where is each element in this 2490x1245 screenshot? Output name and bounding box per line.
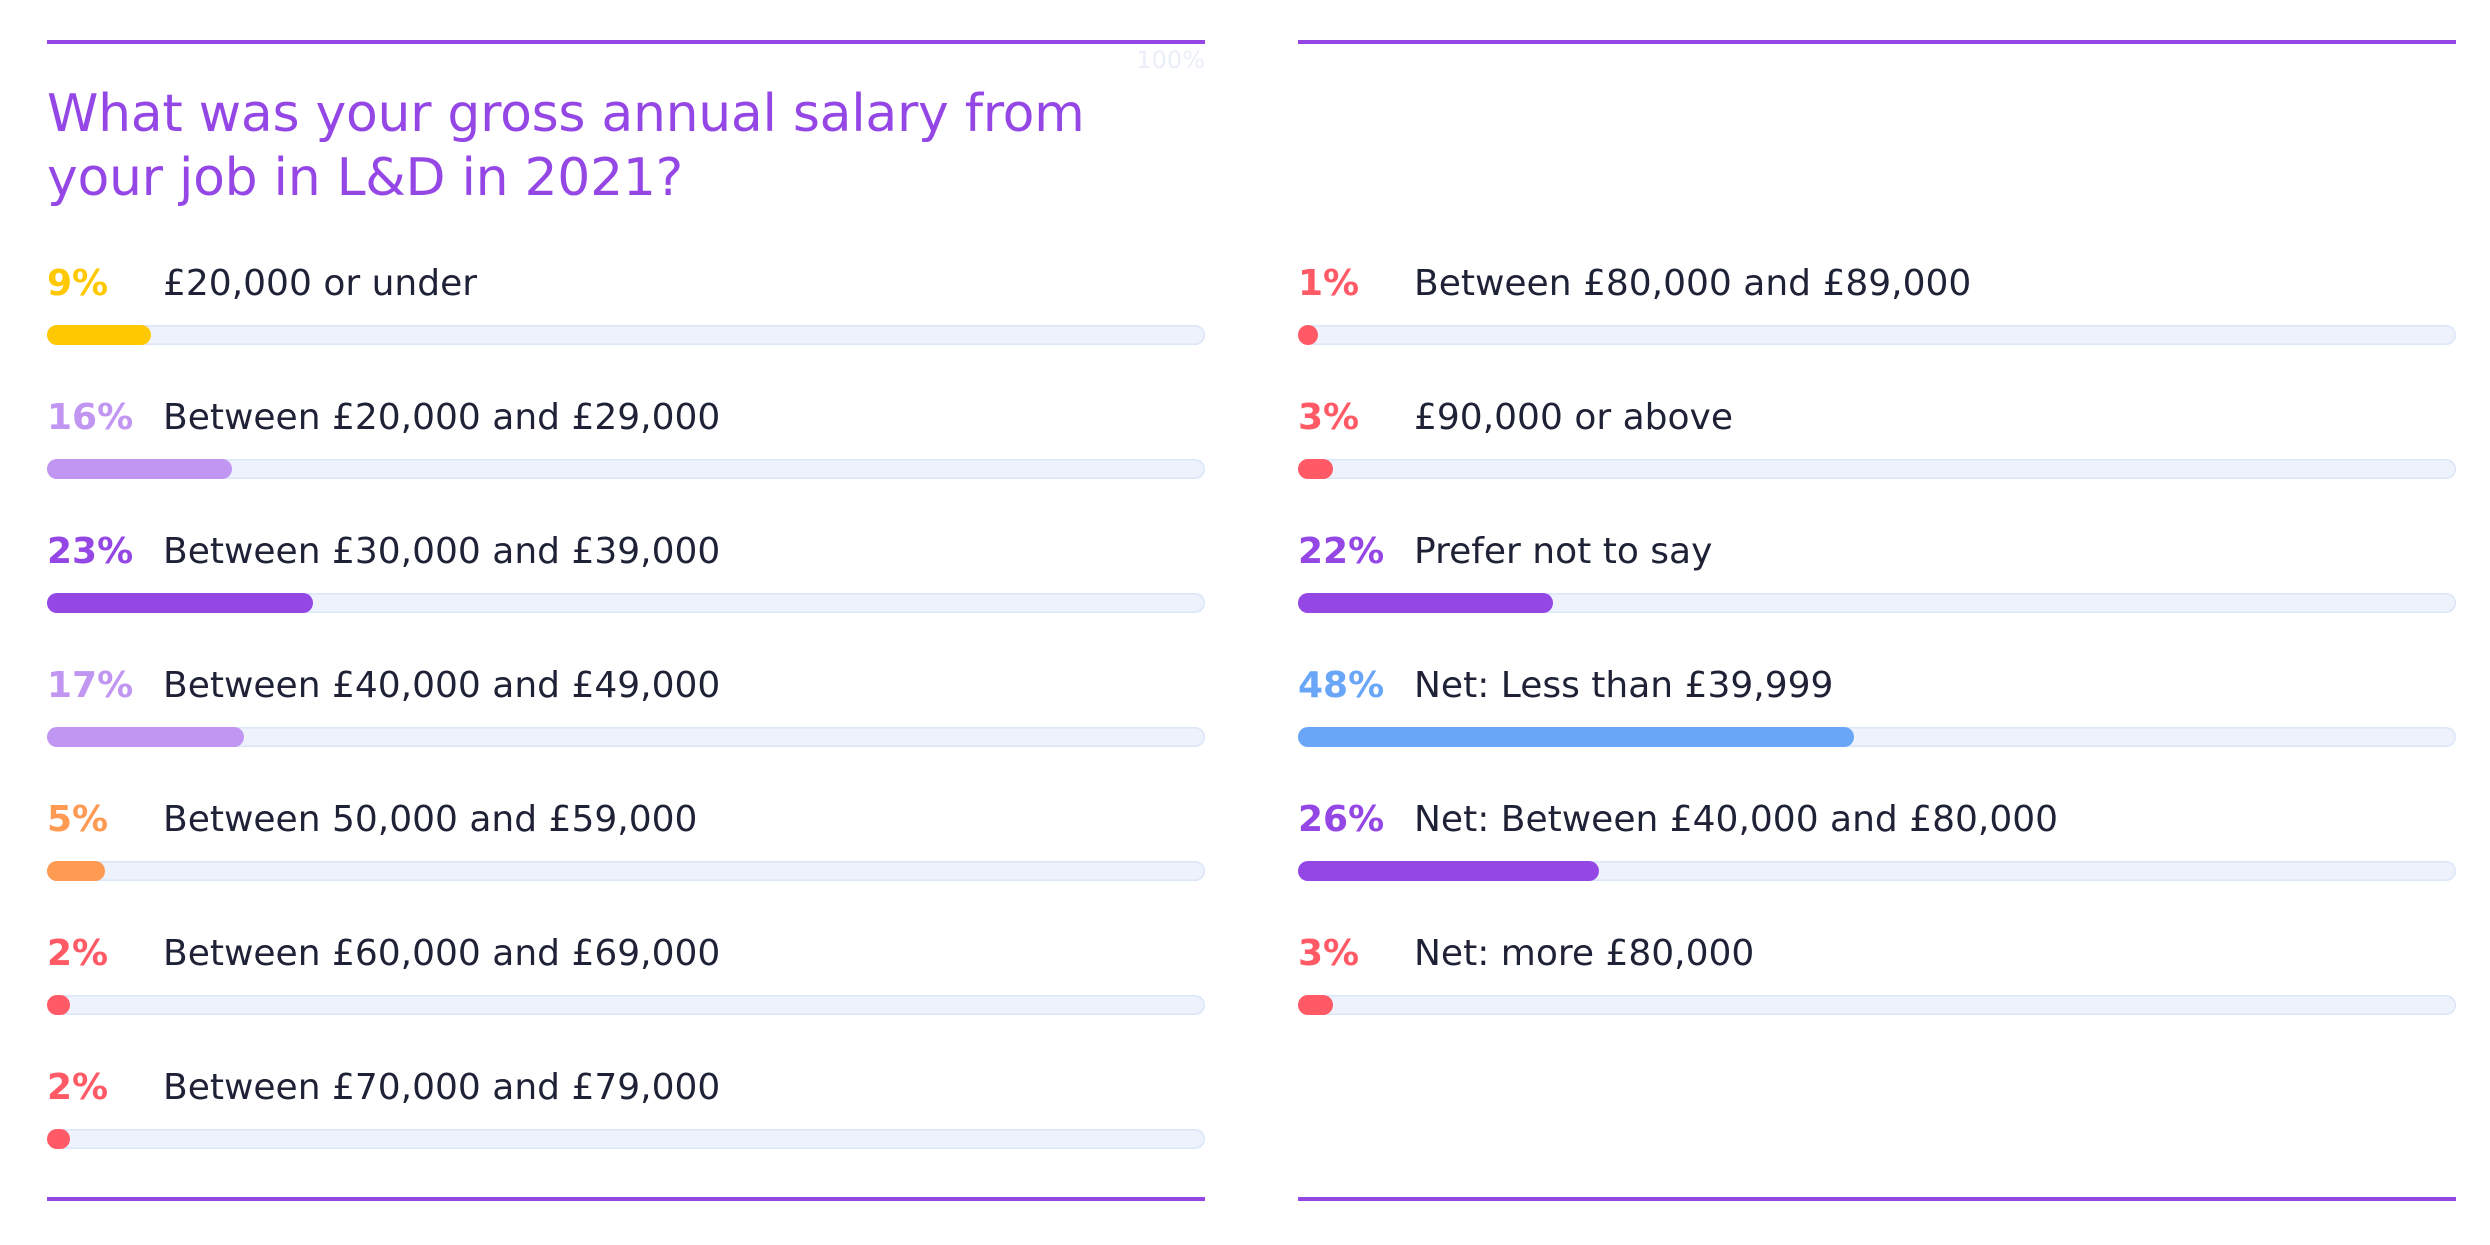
bar-value-label: 23% bbox=[47, 531, 134, 572]
bar-category-label: Between £60,000 and £69,000 bbox=[163, 933, 721, 974]
bar-category-label: £20,000 or under bbox=[163, 263, 478, 304]
chart-title: What was your gross annual salary from y… bbox=[47, 84, 1085, 208]
bar-fill bbox=[1298, 325, 1318, 345]
bar-row: 5% Between 50,000 and £59,000 bbox=[47, 793, 1205, 893]
bar-category-label: Net: Between £40,000 and £80,000 bbox=[1414, 799, 2059, 840]
bar-row: 9% £20,000 or under bbox=[47, 257, 1205, 357]
bar-fill bbox=[1298, 593, 1553, 613]
bar-track bbox=[47, 995, 1205, 1015]
bar-value-label: 2% bbox=[47, 933, 109, 974]
bar-row: 16% Between £20,000 and £29,000 bbox=[47, 391, 1205, 491]
bar-category-label: Net: more £80,000 bbox=[1414, 933, 1755, 974]
top-divider-left bbox=[47, 40, 1205, 44]
bar-category-label: Between £70,000 and £79,000 bbox=[163, 1067, 721, 1108]
top-divider-right bbox=[1298, 40, 2456, 44]
bar-value-label: 9% bbox=[47, 263, 109, 304]
bar-category-label: Between £30,000 and £39,000 bbox=[163, 531, 721, 572]
bar-fill bbox=[47, 861, 105, 881]
bar-value-label: 22% bbox=[1298, 531, 1385, 572]
bar-category-label: Between £40,000 and £49,000 bbox=[163, 665, 721, 706]
chart-column-left: What was your gross annual salary from y… bbox=[47, 0, 1205, 1245]
bar-row: 23% Between £30,000 and £39,000 bbox=[47, 525, 1205, 625]
bar-value-label: 26% bbox=[1298, 799, 1385, 840]
bar-track bbox=[1298, 727, 2456, 747]
bar-track bbox=[47, 325, 1205, 345]
bar-row: 26% Net: Between £40,000 and £80,000 bbox=[1298, 793, 2456, 893]
bar-row: 3% £90,000 or above bbox=[1298, 391, 2456, 491]
bar-value-label: 17% bbox=[47, 665, 134, 706]
bar-row: 3% Net: more £80,000 bbox=[1298, 927, 2456, 1027]
bar-track bbox=[47, 459, 1205, 479]
bar-track bbox=[47, 593, 1205, 613]
bar-fill bbox=[47, 727, 244, 747]
bar-row: 2% Between £70,000 and £79,000 bbox=[47, 1061, 1205, 1161]
bar-category-label: Net: Less than £39,999 bbox=[1414, 665, 1834, 706]
bar-track bbox=[1298, 995, 2456, 1015]
bar-fill bbox=[1298, 995, 1333, 1015]
bar-fill bbox=[47, 1129, 71, 1149]
bar-value-label: 48% bbox=[1298, 665, 1385, 706]
bar-value-label: 3% bbox=[1298, 933, 1360, 974]
bar-row: 22% Prefer not to say bbox=[1298, 525, 2456, 625]
bar-value-label: 1% bbox=[1298, 263, 1360, 304]
bar-value-label: 2% bbox=[47, 1067, 109, 1108]
bar-track bbox=[47, 727, 1205, 747]
bar-category-label: Between £20,000 and £29,000 bbox=[163, 397, 721, 438]
bar-track bbox=[1298, 459, 2456, 479]
bar-track bbox=[1298, 593, 2456, 613]
bar-row: 48% Net: Less than £39,999 bbox=[1298, 659, 2456, 759]
max-scale-label: 100% bbox=[1136, 46, 1205, 74]
bar-category-label: £90,000 or above bbox=[1414, 397, 1733, 438]
bar-value-label: 5% bbox=[47, 799, 109, 840]
bar-category-label: Prefer not to say bbox=[1414, 531, 1713, 572]
bar-fill bbox=[1298, 459, 1333, 479]
bar-fill bbox=[47, 459, 233, 479]
bar-track bbox=[47, 1129, 1205, 1149]
bar-track bbox=[1298, 861, 2456, 881]
bar-row: 2% Between £60,000 and £69,000 bbox=[47, 927, 1205, 1027]
bar-value-label: 3% bbox=[1298, 397, 1360, 438]
bottom-divider-right bbox=[1298, 1197, 2456, 1201]
bar-category-label: Between 50,000 and £59,000 bbox=[163, 799, 698, 840]
bar-track bbox=[47, 861, 1205, 881]
bar-row: 1% Between £80,000 and £89,000 bbox=[1298, 257, 2456, 357]
bottom-divider-left bbox=[47, 1197, 1205, 1201]
bar-row: 17% Between £40,000 and £49,000 bbox=[47, 659, 1205, 759]
bar-category-label: Between £80,000 and £89,000 bbox=[1414, 263, 1972, 304]
bar-fill bbox=[47, 325, 152, 345]
bar-track bbox=[1298, 325, 2456, 345]
bar-fill bbox=[1298, 861, 1600, 881]
bar-fill bbox=[1298, 727, 1854, 747]
bar-fill bbox=[47, 593, 314, 613]
bar-value-label: 16% bbox=[47, 397, 134, 438]
bar-fill bbox=[47, 995, 71, 1015]
chart-column-right: 1% Between £80,000 and £89,000 3% £90,000 o… bbox=[1298, 0, 2456, 1245]
